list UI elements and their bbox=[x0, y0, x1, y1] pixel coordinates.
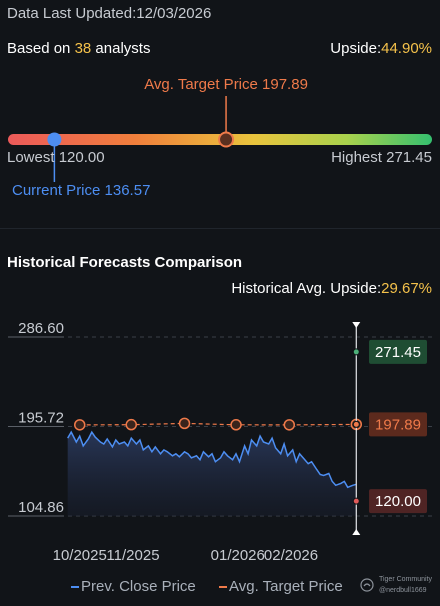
x-tick-label: 01/2026 bbox=[211, 547, 265, 564]
price-range-markers bbox=[47, 96, 235, 182]
highest-price: Highest 271.45 bbox=[331, 149, 432, 166]
close-price-line bbox=[67, 430, 357, 489]
current-price: Current Price 136.57 bbox=[12, 182, 150, 199]
x-tick-label: 11/2025 bbox=[106, 547, 159, 564]
y-tick-label: 195.72 bbox=[18, 410, 64, 427]
crosshair-top-handle[interactable] bbox=[352, 322, 361, 328]
target-end-label: 197.89 bbox=[375, 416, 421, 433]
historical-chart[interactable]: 271.45 197.89 120.00 286.60 195.72 104.86 10/… bbox=[0, 300, 440, 575]
avg-target-title: Avg. Target Price bbox=[144, 76, 258, 93]
y-tick-label: 104.86 bbox=[18, 499, 64, 516]
legend-target-label: Avg. Target Price bbox=[229, 578, 343, 595]
upside-value: 44.90% bbox=[381, 40, 432, 57]
y-tick-label: 286.60 bbox=[18, 320, 64, 337]
analyst-count: 38 bbox=[74, 40, 92, 57]
target-price-point[interactable] bbox=[73, 419, 86, 431]
target-price-point[interactable] bbox=[125, 418, 138, 431]
lowest-price: Lowest 120.00 bbox=[7, 149, 105, 166]
low-end-badge bbox=[369, 489, 427, 514]
low-end-label: 120.00 bbox=[375, 493, 421, 510]
watermark: Tiger Community @nerdbull1669 bbox=[360, 574, 432, 596]
last-updated-date: 12/03/2026 bbox=[136, 5, 212, 22]
target-price-line bbox=[79, 422, 357, 426]
tiger-logo-icon bbox=[360, 578, 374, 592]
current-label: Current Price bbox=[12, 182, 101, 199]
section-divider bbox=[0, 228, 440, 229]
analysts-prefix: Based on bbox=[7, 40, 71, 57]
highest-value: 271.45 bbox=[386, 149, 432, 166]
watermark-line2: @nerdbull1669 bbox=[378, 587, 427, 594]
last-updated-label: Data Last Updated: bbox=[7, 5, 137, 22]
target-price-point[interactable] bbox=[283, 419, 296, 431]
legend-target[interactable]: Avg. Target Price bbox=[219, 578, 343, 595]
current-price-marker[interactable] bbox=[47, 132, 62, 147]
target-end-badge bbox=[369, 412, 427, 437]
historical-upside-label: Historical Avg. Upside: bbox=[231, 280, 382, 297]
upside-label: Upside: bbox=[330, 40, 382, 57]
high-end-dot bbox=[352, 348, 360, 356]
legend-close[interactable]: Prev. Close Price bbox=[71, 578, 196, 595]
legend-target-swatch bbox=[219, 586, 227, 589]
historical-upside-value: 29.67% bbox=[381, 280, 432, 297]
legend-close-label: Prev. Close Price bbox=[81, 578, 196, 595]
watermark-line1: Tiger Community bbox=[378, 576, 432, 583]
last-updated: Data Last Updated:12/03/2026 bbox=[7, 5, 211, 22]
low-end-dot bbox=[352, 497, 360, 505]
current-value: 136.57 bbox=[104, 182, 151, 199]
target-end-dot bbox=[352, 420, 360, 428]
legend-close-swatch bbox=[71, 586, 79, 589]
target-price-point[interactable] bbox=[178, 417, 191, 430]
high-end-badge bbox=[369, 339, 427, 364]
target-price-point[interactable] bbox=[230, 419, 242, 431]
analysts-suffix: analysts bbox=[95, 40, 151, 57]
target-price-marker[interactable] bbox=[218, 131, 235, 148]
close-price-area bbox=[67, 432, 357, 516]
lowest-label: Lowest bbox=[7, 149, 55, 166]
analyst-count-line: Based on 38 analysts bbox=[7, 40, 150, 57]
historical-upside: Historical Avg. Upside:29.67% bbox=[231, 280, 432, 297]
crosshair-bottom-handle[interactable] bbox=[352, 529, 361, 535]
upside-line: Upside:44.90% bbox=[330, 40, 432, 57]
high-end-label: 271.45 bbox=[375, 344, 421, 361]
historical-title: Historical Forecasts Comparison bbox=[7, 254, 243, 271]
highest-label: Highest bbox=[331, 149, 382, 166]
avg-target-value: 197.89 bbox=[262, 76, 308, 93]
lowest-value: 120.00 bbox=[58, 149, 105, 166]
x-tick-label: 02/2026 bbox=[264, 547, 318, 564]
x-tick-label: 10/2025 bbox=[53, 547, 107, 564]
